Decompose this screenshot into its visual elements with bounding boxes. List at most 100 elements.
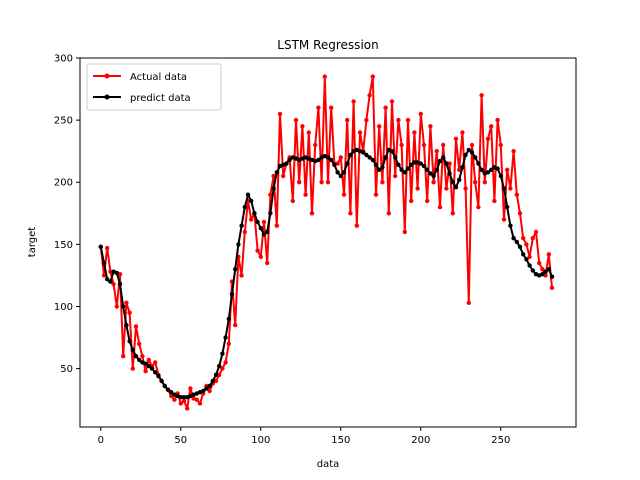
y-tick-label: 250 bbox=[54, 116, 73, 127]
x-tick-label: 200 bbox=[411, 435, 430, 446]
data-point bbox=[476, 204, 481, 210]
data-point bbox=[226, 316, 231, 322]
data-point bbox=[265, 260, 270, 266]
data-point bbox=[204, 386, 209, 391]
data-point bbox=[274, 170, 279, 175]
series-layer bbox=[98, 74, 555, 411]
data-point bbox=[412, 130, 417, 135]
data-point bbox=[127, 339, 132, 344]
data-point bbox=[492, 198, 497, 204]
data-point bbox=[127, 310, 132, 315]
data-point bbox=[485, 136, 491, 141]
data-point bbox=[466, 300, 471, 305]
data-point bbox=[364, 152, 369, 158]
data-point bbox=[370, 74, 375, 79]
data-point bbox=[386, 211, 391, 216]
data-point bbox=[380, 180, 385, 185]
data-point bbox=[338, 173, 343, 179]
data-point bbox=[348, 211, 353, 216]
data-point bbox=[271, 186, 276, 191]
data-point bbox=[412, 160, 417, 165]
data-point bbox=[428, 124, 433, 129]
data-point bbox=[153, 370, 158, 375]
x-axis-label: data bbox=[317, 459, 340, 470]
data-point bbox=[396, 162, 401, 167]
data-point bbox=[309, 211, 315, 216]
data-point bbox=[524, 257, 529, 262]
data-point bbox=[255, 248, 260, 253]
data-point bbox=[447, 171, 452, 176]
data-point bbox=[143, 361, 148, 366]
data-point bbox=[437, 158, 443, 164]
data-point bbox=[268, 192, 273, 197]
data-point bbox=[284, 161, 289, 166]
data-point bbox=[521, 252, 526, 257]
data-point bbox=[172, 397, 177, 402]
data-point bbox=[549, 285, 555, 290]
data-point bbox=[447, 161, 452, 166]
data-point bbox=[178, 395, 183, 400]
data-point bbox=[537, 260, 542, 266]
y-tick-label: 300 bbox=[54, 54, 73, 65]
data-point bbox=[373, 162, 379, 167]
data-point bbox=[399, 142, 404, 148]
data-point bbox=[482, 180, 487, 185]
data-point bbox=[297, 180, 302, 185]
data-point bbox=[188, 386, 193, 391]
data-point bbox=[239, 273, 244, 278]
data-point bbox=[399, 167, 404, 172]
data-point bbox=[364, 117, 369, 123]
data-point bbox=[319, 180, 324, 185]
data-point bbox=[201, 388, 206, 394]
data-point bbox=[223, 360, 228, 365]
data-point bbox=[105, 245, 110, 251]
data-point bbox=[460, 130, 465, 135]
data-point bbox=[143, 368, 148, 374]
data-point bbox=[229, 291, 235, 297]
plot-area-frame bbox=[79, 57, 577, 428]
data-point bbox=[217, 372, 222, 377]
data-point bbox=[437, 204, 443, 210]
y-tick-label: 100 bbox=[54, 302, 73, 313]
data-point bbox=[233, 322, 238, 328]
data-point bbox=[130, 366, 135, 371]
data-point bbox=[421, 142, 427, 148]
data-point bbox=[213, 372, 219, 377]
data-point bbox=[489, 167, 494, 172]
data-point bbox=[383, 155, 388, 160]
data-point bbox=[223, 335, 228, 340]
data-point bbox=[217, 363, 222, 369]
data-point bbox=[345, 161, 350, 166]
data-point bbox=[210, 378, 215, 384]
data-point bbox=[114, 304, 120, 309]
data-point bbox=[463, 152, 468, 158]
data-point bbox=[549, 274, 555, 279]
data-point bbox=[517, 211, 523, 216]
data-point bbox=[290, 198, 295, 204]
data-point bbox=[431, 173, 436, 179]
data-point bbox=[396, 117, 401, 123]
data-point bbox=[111, 281, 116, 287]
data-point bbox=[242, 229, 247, 235]
data-point bbox=[101, 273, 107, 278]
data-point bbox=[501, 217, 507, 222]
data-point bbox=[124, 322, 129, 328]
data-point bbox=[207, 388, 212, 394]
data-point bbox=[108, 269, 113, 274]
data-point bbox=[197, 401, 203, 406]
legend-marker-predict bbox=[104, 94, 110, 100]
data-point bbox=[514, 192, 519, 197]
data-point bbox=[293, 117, 299, 123]
data-point bbox=[460, 165, 465, 170]
data-point bbox=[389, 99, 395, 104]
data-point bbox=[181, 395, 187, 400]
data-point bbox=[361, 150, 366, 155]
data-point bbox=[421, 163, 427, 169]
data-point bbox=[281, 173, 286, 179]
data-point bbox=[268, 211, 273, 216]
data-point bbox=[213, 378, 219, 384]
data-point bbox=[348, 152, 353, 158]
data-point bbox=[261, 232, 267, 237]
data-point bbox=[245, 192, 251, 197]
data-point bbox=[258, 254, 263, 259]
